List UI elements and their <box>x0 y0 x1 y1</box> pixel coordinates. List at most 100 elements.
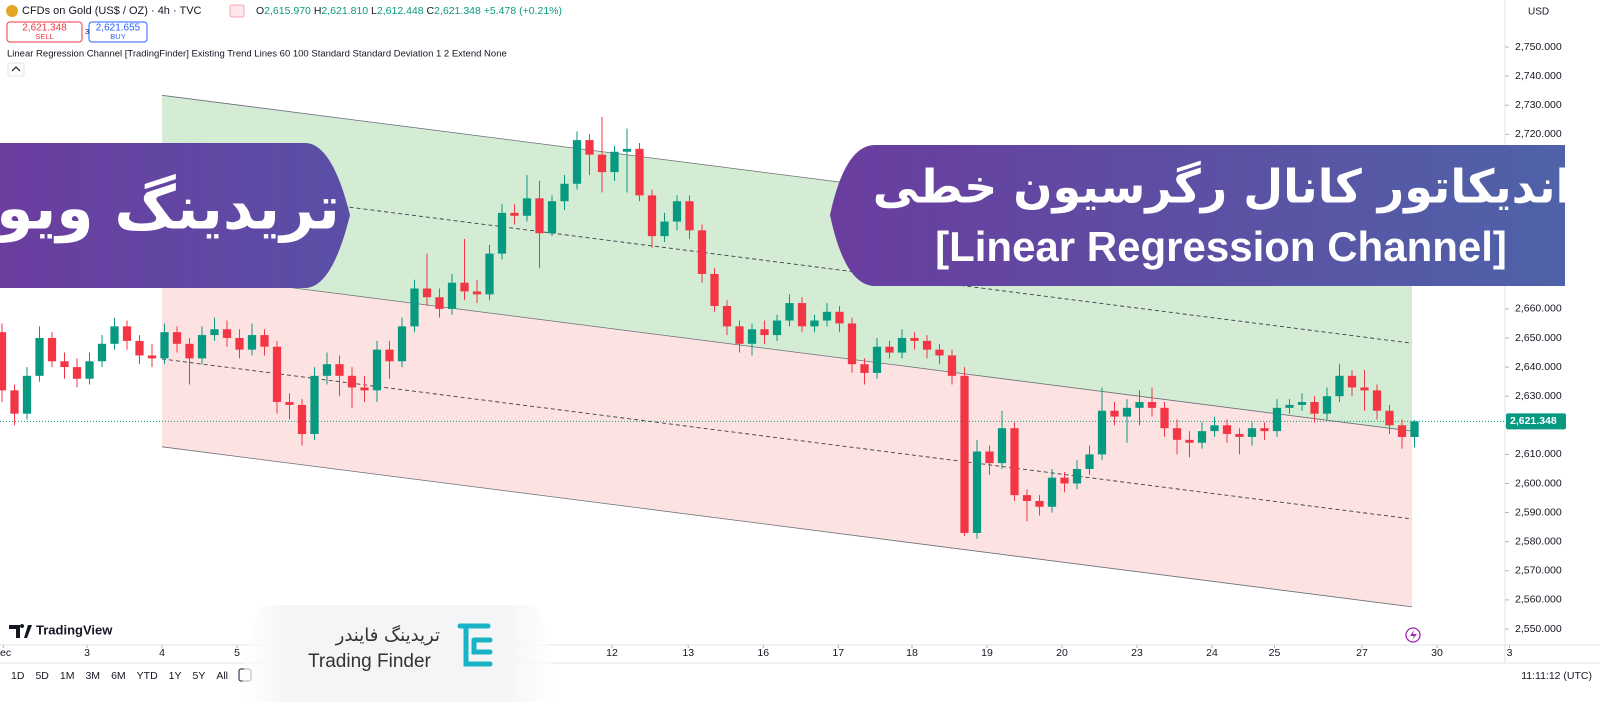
range-button[interactable]: 5D <box>35 670 49 682</box>
candle-body <box>35 337 44 376</box>
candle-body <box>372 349 382 391</box>
sell-button[interactable] <box>6 21 83 43</box>
range-button[interactable]: All <box>216 670 228 682</box>
candle-body <box>535 198 544 234</box>
y-tick-label: 2,640.000 <box>1515 361 1562 373</box>
candle-body <box>1022 495 1032 501</box>
candle-body <box>22 375 32 414</box>
x-tick-label: 18 <box>906 647 918 659</box>
candle-body <box>510 212 519 216</box>
candle-body <box>1335 375 1344 397</box>
alert-badge[interactable] <box>1405 627 1421 643</box>
candle-body <box>1360 387 1369 391</box>
candle-body <box>947 355 957 376</box>
range-button[interactable]: 1D <box>11 670 25 682</box>
indicator-legend: Linear Regression Channel [TradingFinder… <box>7 49 507 60</box>
candle-body <box>272 346 282 403</box>
sell-price: 2,621.348 <box>22 23 67 34</box>
candle-body <box>835 311 844 324</box>
x-tick-label: 24 <box>1206 647 1218 659</box>
candle-body <box>47 337 57 362</box>
header: CFDs on Gold (US$ / OZ) · 4h · TVC O2,61… <box>6 4 562 77</box>
candle-body <box>322 364 332 376</box>
candle-body <box>1347 375 1357 388</box>
candle-body <box>210 329 219 336</box>
x-tick-label: 30 <box>1431 647 1443 659</box>
symbol-title: CFDs on Gold (US$ / OZ) · 4h · TVC <box>22 5 202 17</box>
candle-body <box>497 212 507 254</box>
y-tick-label: 2,630.000 <box>1515 390 1562 402</box>
candle-body <box>222 329 232 338</box>
y-tick-label: 2,750.000 <box>1515 41 1562 53</box>
logo-fa: تریدینگ فایندر <box>335 624 440 646</box>
candle-body <box>622 148 632 152</box>
candle-body <box>660 221 669 237</box>
candle-body <box>1110 410 1119 417</box>
candle-body <box>1385 410 1394 426</box>
candle-body <box>197 335 207 359</box>
alert-bolt <box>1410 630 1417 640</box>
candle-body <box>1010 428 1019 496</box>
candle-body <box>822 311 832 321</box>
candle-body <box>397 326 407 362</box>
candle-body <box>1160 407 1169 429</box>
candle-body <box>547 201 557 234</box>
currency[interactable]: USD <box>1528 7 1549 18</box>
collapse-button[interactable] <box>7 62 25 77</box>
range-button[interactable]: 1Y <box>169 670 182 682</box>
candle-body <box>560 183 569 202</box>
plot-area <box>0 94 1505 608</box>
x-tick-label: 3 <box>84 647 90 659</box>
candle-body <box>310 375 319 435</box>
candle-body <box>1147 402 1157 408</box>
candle-body <box>347 375 357 388</box>
last-price-label: 2,621.348 <box>1510 415 1557 427</box>
sell-label: SELL <box>35 32 53 41</box>
buy-price: 2,621.655 <box>96 23 141 34</box>
y-tick-label: 2,740.000 <box>1515 70 1562 82</box>
range-button[interactable]: 6M <box>111 670 126 682</box>
candle-body <box>1085 454 1094 469</box>
alert-icon[interactable] <box>229 4 245 18</box>
banner-shape <box>830 145 1565 286</box>
candle-body <box>772 320 782 336</box>
banner-title-fa: اندیکاتور کانال رگرسیون خطی <box>873 160 1572 214</box>
x-tick-label: 20 <box>1056 647 1068 659</box>
y-tick-label: 2,600.000 <box>1515 477 1562 489</box>
range-button[interactable]: 5Y <box>193 670 206 682</box>
candle-body <box>110 326 119 344</box>
candle-body <box>247 335 257 350</box>
buy-button[interactable] <box>88 21 148 43</box>
x-tick-label: 13 <box>682 647 694 659</box>
candle-body <box>1072 468 1082 484</box>
candle-body <box>797 303 807 327</box>
ohlc-key: H <box>314 5 322 17</box>
ohlc-key: O <box>256 5 264 17</box>
candle-body <box>810 320 819 327</box>
candle-body <box>1222 425 1232 435</box>
ohlc-value: 2,621.348 <box>434 5 481 17</box>
channel-line <box>161 358 1413 520</box>
range-toolbar: 1D 5D 1M 3M 6M YTD 1Y 5Y All <box>11 668 252 682</box>
candle-body <box>935 349 944 356</box>
y-tick-label: 2,550.000 <box>1515 623 1562 635</box>
candle-body <box>785 303 794 321</box>
banner-right: اندیکاتور کانال رگرسیون خطی [Linear Regr… <box>830 145 1571 286</box>
candle-body <box>910 337 919 341</box>
x-tick-label: ec <box>0 647 11 659</box>
candle-body <box>122 326 132 341</box>
candle-body <box>685 201 694 231</box>
candle-body <box>647 195 657 237</box>
candle-body <box>97 343 107 362</box>
candle-body <box>60 361 69 368</box>
candle-body <box>1197 431 1207 443</box>
range-button[interactable]: 3M <box>85 670 100 682</box>
candle-body <box>597 154 607 173</box>
candle-body <box>1322 396 1332 414</box>
range-button[interactable]: YTD <box>137 670 158 682</box>
range-button[interactable]: 1M <box>60 670 75 682</box>
candle-body <box>697 230 707 274</box>
logo-icon <box>457 623 493 667</box>
change: +5.478 (+0.21%) <box>484 5 562 17</box>
candle-body <box>922 340 932 350</box>
